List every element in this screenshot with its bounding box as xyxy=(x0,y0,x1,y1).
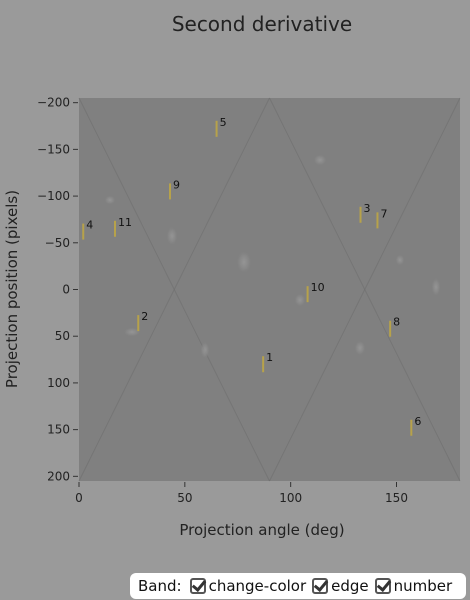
plot-area xyxy=(79,98,460,481)
checkbox-edge[interactable]: edge xyxy=(312,577,369,595)
y-tick-label: 200 xyxy=(47,469,70,483)
data-point: 7 xyxy=(376,207,387,229)
legend-label: Band: xyxy=(138,577,182,595)
x-axis-label: Projection angle (deg) xyxy=(179,521,344,539)
data-point: 8 xyxy=(389,316,400,337)
point-label: 8 xyxy=(393,316,400,329)
data-points: 1 2 3 4 5 6 7 8 9 10 11 xyxy=(82,116,421,436)
point-label: 1 xyxy=(266,351,273,364)
checkbox-label: change-color xyxy=(208,577,307,595)
data-point: 11 xyxy=(113,216,132,237)
texture-blob xyxy=(395,254,405,266)
y-tick-label: 100 xyxy=(47,376,70,390)
data-point: 1 xyxy=(262,351,273,373)
texture-blob xyxy=(200,341,210,359)
checkbox-icon[interactable] xyxy=(374,578,391,594)
y-tick-label: 0 xyxy=(62,283,70,297)
data-point: 2 xyxy=(137,310,148,332)
texture-blob xyxy=(354,340,366,356)
texture-blob xyxy=(104,195,116,205)
y-axis-label: Projection position (pixels) xyxy=(3,190,21,388)
y-tick-label: −200 xyxy=(37,96,70,110)
y-tick-label: −100 xyxy=(37,189,70,203)
data-point: 9 xyxy=(169,178,180,200)
x-tick-label: 150 xyxy=(385,491,408,505)
checkbox-icon[interactable] xyxy=(189,578,206,594)
texture-blob xyxy=(123,327,141,337)
texture-blob xyxy=(236,250,252,274)
y-tick-label: 150 xyxy=(47,423,70,437)
checkbox-number[interactable]: number xyxy=(374,577,453,595)
texture-blob xyxy=(166,226,178,246)
data-point: 10 xyxy=(306,281,325,303)
point-label: 4 xyxy=(86,219,93,232)
x-tick-label: 50 xyxy=(177,491,192,505)
y-tick-label: −150 xyxy=(37,142,70,156)
band-legend: Band: change-color edge number xyxy=(130,573,466,599)
checkbox-label: edge xyxy=(331,577,369,595)
sinogram-texture xyxy=(78,97,461,482)
data-point: 6 xyxy=(410,415,421,436)
point-label: 9 xyxy=(173,178,180,191)
data-point: 3 xyxy=(359,202,371,223)
y-axis: −200 −150 −100 −50 0 50 100 150 200 xyxy=(37,96,78,483)
data-point: 4 xyxy=(82,219,93,240)
checkbox-label: number xyxy=(393,577,453,595)
x-axis: 0 50 100 150 xyxy=(75,482,408,505)
texture-blob xyxy=(294,293,306,307)
texture-blob xyxy=(431,277,441,297)
chart-title: Second derivative xyxy=(172,12,352,36)
y-tick-label: 50 xyxy=(55,329,70,343)
texture-blob xyxy=(313,154,327,166)
point-label: 7 xyxy=(380,207,387,220)
x-tick-label: 0 xyxy=(75,491,83,505)
sinogram-blobs xyxy=(104,154,441,359)
checkbox-change-color[interactable]: change-color xyxy=(189,577,307,595)
point-label: 2 xyxy=(141,310,148,323)
texture-line xyxy=(78,97,270,482)
point-label: 5 xyxy=(220,116,227,129)
checkbox-icon[interactable] xyxy=(312,578,329,594)
point-label: 11 xyxy=(118,216,132,229)
texture-line xyxy=(269,97,461,482)
x-tick-label: 100 xyxy=(279,491,302,505)
point-label: 3 xyxy=(364,202,371,215)
y-tick-label: −50 xyxy=(45,236,70,250)
point-label: 10 xyxy=(311,281,325,294)
point-label: 6 xyxy=(414,415,421,428)
data-point: 5 xyxy=(215,116,227,137)
